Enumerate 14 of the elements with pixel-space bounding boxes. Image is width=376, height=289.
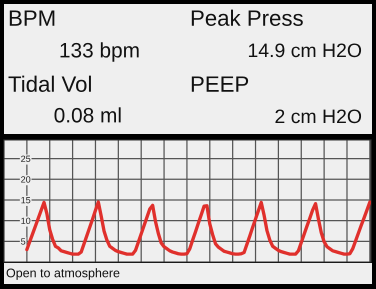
- y-tick-label: 25: [21, 156, 30, 162]
- y-tick-label: 10: [21, 218, 30, 224]
- text: 2 cm H2O: [275, 109, 362, 124]
- text: 14.9 cm H2O: [248, 43, 362, 58]
- text: Tidal Vol: [8, 76, 91, 92]
- y-tick-label: 15: [21, 197, 30, 204]
- y-tick-label: 20: [21, 176, 30, 183]
- text: PEEP: [192, 76, 248, 92]
- y-tick-label: 5: [21, 238, 26, 245]
- text: 0.08 ml: [54, 107, 121, 123]
- text: Peak Press: [192, 10, 303, 26]
- text: Open to atmosphere: [6, 268, 120, 280]
- text: 133 bpm: [60, 42, 139, 62]
- text: BPM: [10, 10, 54, 26]
